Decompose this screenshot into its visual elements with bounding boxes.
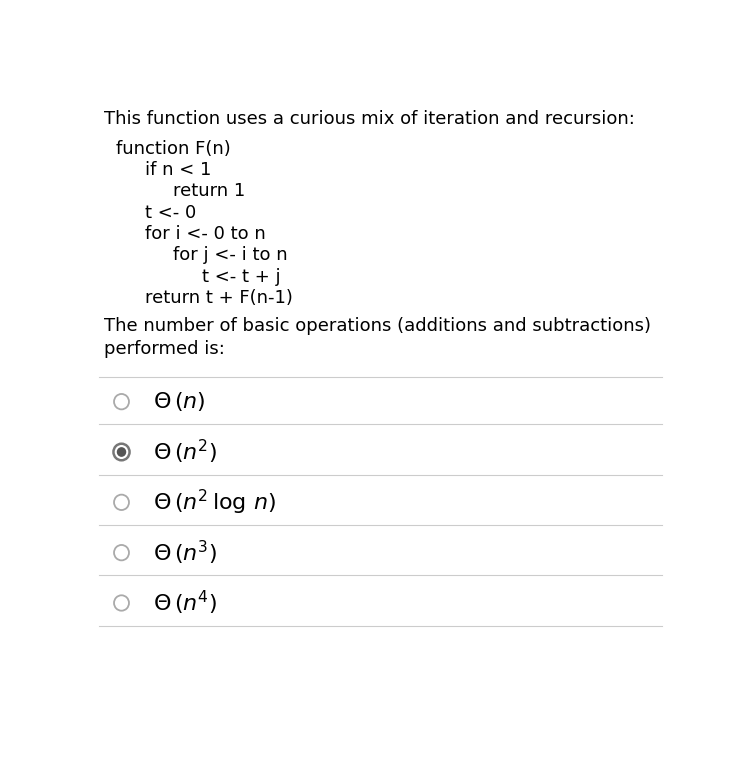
Text: This function uses a curious mix of iteration and recursion:: This function uses a curious mix of iter…	[104, 110, 635, 128]
Text: return t + F(n-1): return t + F(n-1)	[145, 289, 292, 307]
Text: $\Theta\,(n^2\,\log\,n)$: $\Theta\,(n^2\,\log\,n)$	[153, 488, 276, 517]
Text: t <- t + j: t <- t + j	[202, 268, 280, 285]
Text: The number of basic operations (additions and subtractions): The number of basic operations (addition…	[104, 318, 651, 335]
Text: $\Theta\,(n^4)$: $\Theta\,(n^4)$	[153, 589, 217, 617]
Text: for i <- 0 to n: for i <- 0 to n	[145, 225, 265, 243]
Text: return 1: return 1	[174, 182, 246, 200]
Text: function F(n): function F(n)	[116, 140, 231, 158]
Circle shape	[117, 448, 125, 456]
Text: $\Theta\,(n)$: $\Theta\,(n)$	[153, 390, 206, 413]
Text: if n < 1: if n < 1	[145, 161, 211, 179]
Text: for j <- i to n: for j <- i to n	[174, 246, 288, 265]
Text: $\Theta\,(n^3)$: $\Theta\,(n^3)$	[153, 538, 217, 567]
Text: t <- 0: t <- 0	[145, 204, 196, 221]
Text: performed is:: performed is:	[104, 340, 225, 358]
Text: $\Theta\,(n^2)$: $\Theta\,(n^2)$	[153, 438, 217, 466]
